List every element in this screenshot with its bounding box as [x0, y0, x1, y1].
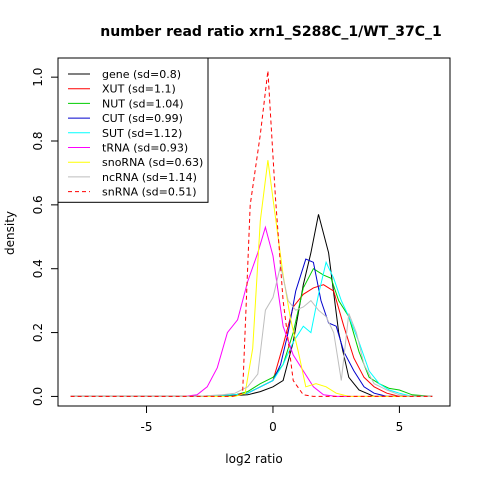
series-line-1	[70, 284, 433, 397]
y-tick-label-2: 0.4	[31, 259, 45, 278]
y-axis: 0.0 0.2 0.4 0.6 0.8 1.0	[31, 68, 59, 406]
series-line-4	[70, 260, 433, 397]
series-line-8	[70, 70, 433, 397]
y-axis-label: density	[3, 211, 17, 255]
x-axis-label: log2 ratio	[225, 452, 282, 466]
chart-title: number read ratio xrn1_S288C_1/WT_37C_1	[100, 24, 441, 40]
y-tick-label-5: 1.0	[31, 68, 45, 87]
y-tick-label-1: 0.2	[31, 323, 45, 342]
legend-label-6: snoRNA (sd=0.63)	[102, 156, 203, 169]
plot-lines	[70, 70, 433, 397]
y-tick-label-3: 0.6	[31, 195, 45, 214]
x-tick-label-2: 5	[396, 420, 404, 434]
series-line-0	[70, 214, 433, 397]
x-axis: -5 0 5	[141, 405, 404, 434]
y-tick-label-4: 0.8	[31, 131, 45, 150]
y-tick-label-0: 0.0	[31, 387, 45, 406]
legend-label-2: NUT (sd=1.04)	[102, 97, 184, 110]
x-tick-label-0: -5	[141, 420, 153, 434]
legend-box	[57, 57, 209, 203]
legend-label-4: SUT (sd=1.12)	[102, 127, 182, 140]
legend: gene (sd=0.8) XUT (sd=1.1)NUT (sd=1.04) CU…	[57, 57, 209, 203]
x-tick-label-1: 0	[269, 420, 277, 434]
series-line-2	[70, 267, 433, 397]
series-line-3	[70, 258, 433, 397]
legend-label-1: XUT (sd=1.1)	[102, 83, 176, 96]
series-line-6	[70, 160, 433, 397]
legend-label-7: ncRNA (sd=1.14)	[102, 171, 197, 184]
legend-label-8: snRNA (sd=0.51)	[102, 186, 197, 199]
legend-label-0: gene (sd=0.8)	[102, 68, 181, 81]
series-line-7	[70, 265, 433, 397]
legend-label-5: tRNA (sd=0.93)	[102, 142, 188, 155]
series-line-5	[70, 225, 433, 397]
legend-label-3: CUT (sd=0.99)	[102, 112, 183, 125]
